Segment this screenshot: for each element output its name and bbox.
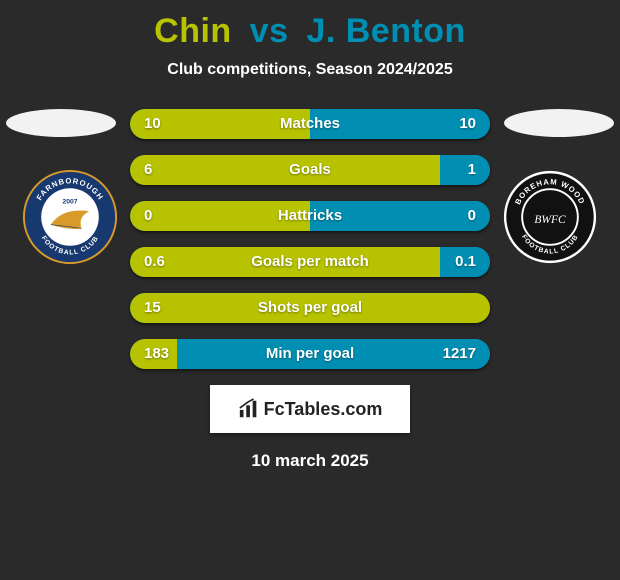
player2-name: J. Benton xyxy=(306,12,465,50)
left-flag-ellipse xyxy=(6,109,116,137)
stat-value-right: 10 xyxy=(459,109,476,139)
stat-value-right: 0.1 xyxy=(455,247,476,277)
stat-row: Shots per goal15 xyxy=(130,293,490,323)
date-text: 10 march 2025 xyxy=(0,451,620,471)
farnborough-badge-icon: FARNBOROUGH FOOTBALL CLUB 2007 xyxy=(22,169,118,265)
stat-row: Goals6 1 xyxy=(130,155,490,185)
stat-bars-container: Matches10 10 Goals6 1 Hattricks0 0 Goals per m… xyxy=(130,109,490,369)
comparison-panel: FARNBOROUGH FOOTBALL CLUB 2007 BOREHAM W… xyxy=(0,109,620,369)
right-flag-ellipse xyxy=(504,109,614,137)
stat-value-left: 183 xyxy=(144,339,169,369)
brand-box[interactable]: FcTables.com xyxy=(210,385,410,433)
stat-label: Min per goal xyxy=(130,339,490,369)
boreham-wood-badge-icon: BOREHAM WOOD FOOTBALL CLUB BWFC xyxy=(502,169,598,265)
stat-row: Matches10 10 xyxy=(130,109,490,139)
stat-value-left: 15 xyxy=(144,293,161,323)
svg-text:2007: 2007 xyxy=(63,199,78,206)
stat-label: Goals per match xyxy=(130,247,490,277)
stat-value-left: 10 xyxy=(144,109,161,139)
stat-label: Shots per goal xyxy=(130,293,490,323)
vs-separator: vs xyxy=(250,12,289,50)
bar-chart-icon xyxy=(238,398,260,420)
stat-label: Matches xyxy=(130,109,490,139)
player1-name: Chin xyxy=(154,12,232,50)
comparison-title: Chin vs J. Benton xyxy=(0,0,620,51)
right-club-badge: BOREHAM WOOD FOOTBALL CLUB BWFC xyxy=(502,169,598,265)
season-subtitle: Club competitions, Season 2024/2025 xyxy=(0,61,620,79)
brand-text: FcTables.com xyxy=(264,399,383,420)
stat-row: Hattricks0 0 xyxy=(130,201,490,231)
left-club-badge: FARNBOROUGH FOOTBALL CLUB 2007 xyxy=(22,169,118,265)
stat-label: Hattricks xyxy=(130,201,490,231)
svg-text:BWFC: BWFC xyxy=(534,214,566,226)
stat-row: Goals per match0.6 0.1 xyxy=(130,247,490,277)
stat-label: Goals xyxy=(130,155,490,185)
stat-value-right: 1 xyxy=(468,155,476,185)
stat-value-left: 0.6 xyxy=(144,247,165,277)
stat-value-right: 1217 xyxy=(443,339,476,369)
stat-value-left: 0 xyxy=(144,201,152,231)
stat-value-left: 6 xyxy=(144,155,152,185)
stat-row: Min per goal183 1217 xyxy=(130,339,490,369)
stat-value-right: 0 xyxy=(468,201,476,231)
